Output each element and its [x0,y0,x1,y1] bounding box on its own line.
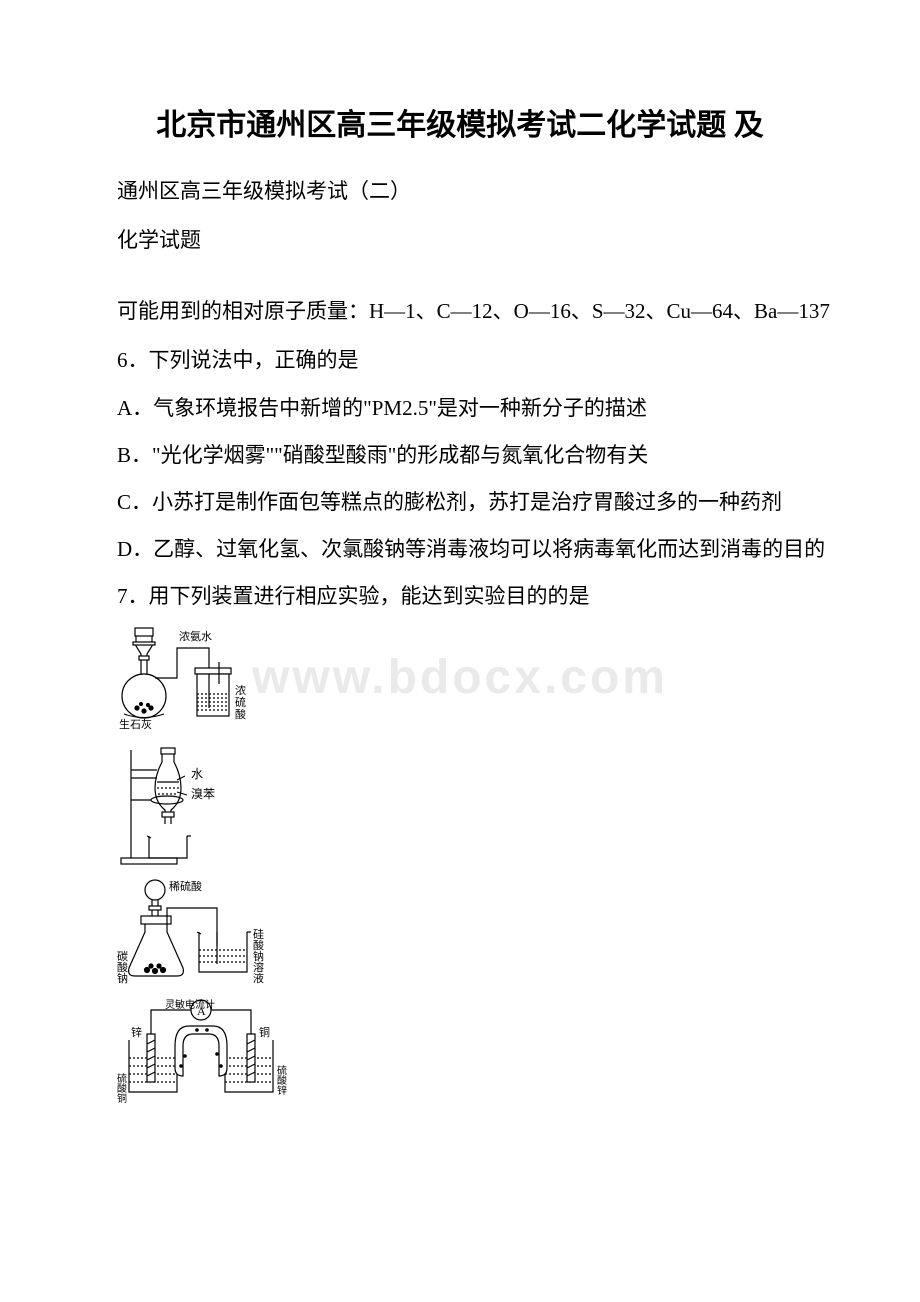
fig4-label-ammeter: 灵敏电流计 [165,998,215,1011]
fig3-label-na2sio3: 硅酸钠溶液 [253,928,264,985]
figure-1: 浓氨水 生石灰 浓硫酸 [117,626,845,732]
fig4-label-cu: 铜 [259,1025,270,1039]
subtitle-exam: 通州区高三年级模拟考试（二） [75,172,845,211]
q6-option-d: D．乙醇、过氧化氢、次氯酸钠等消毒液均可以将病毒氧化而达到消毒的目的 [75,530,845,569]
fig1-label-ammonia: 浓氨水 [179,630,212,643]
fig2-label-bromobenzene: 溴苯 [191,787,215,801]
fig4-label-cuso4: 硫酸铜 [117,1072,127,1105]
q6-option-b: B．"光化学烟雾""硝酸型酸雨"的形成都与氮氧化合物有关 [75,436,845,475]
figure-2: 水 溴苯 [117,740,845,868]
fig1-label-acid: 浓硫酸 [235,684,246,721]
fig2-label-water: 水 [191,767,203,781]
q6-option-c: C．小苏打是制作面包等糕点的膨松剂，苏打是治疗胃酸过多的一种药剂 [75,483,845,522]
subtitle-subject: 化学试题 [75,221,845,260]
figure-panel: 浓氨水 生石灰 浓硫酸 [117,626,845,1106]
figure-3: 稀硫酸 碳酸钠 硅酸钠溶液 [117,876,845,988]
atomic-masses: 可能用到的相对原子质量：H—1、C—12、O—16、S—32、Cu—64、Ba—… [75,292,845,331]
fig3-label-h2so4: 稀硫酸 [169,879,202,893]
q7-stem: 7．用下列装置进行相应实验，能达到实验目的的是 [75,577,845,616]
fig4-label-znso4: 硫酸锌 [277,1064,287,1097]
q6-stem: 6．下列说法中，正确的是 [75,341,845,380]
q6-option-a: A．气象环境报告中新增的"PM2.5"是对一种新分子的描述 [75,389,845,428]
fig4-label-zn: 锌 [131,1025,142,1039]
fig3-label-na2co3: 碳酸钠 [117,949,128,985]
document-title: 北京市通州区高三年级模拟考试二化学试题 及 [75,100,845,144]
fig1-label-lime: 生石灰 [119,717,152,731]
figure-4: A [117,996,845,1106]
